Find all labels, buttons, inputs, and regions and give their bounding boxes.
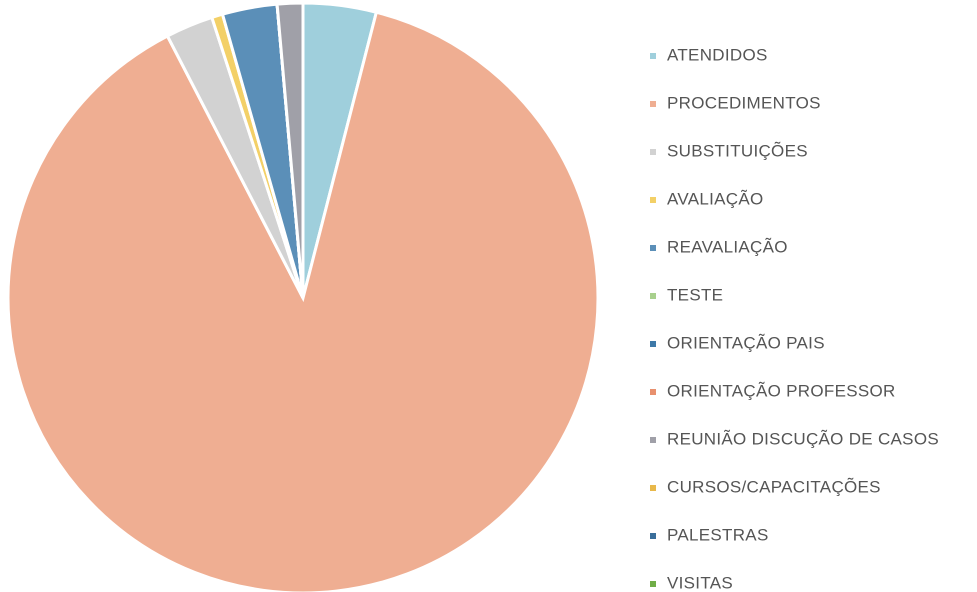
legend-marker [650, 293, 656, 299]
legend-label: PALESTRAS [667, 525, 769, 544]
legend-marker [650, 245, 656, 251]
legend-marker [650, 437, 656, 443]
legend-label: SUBSTITUIÇÕES [667, 141, 808, 160]
legend-label: PROCEDIMENTOS [667, 93, 821, 112]
legend-marker [650, 533, 656, 539]
pie-slice [6, 10, 600, 592]
legend-label: VISITAS [667, 573, 733, 592]
legend-marker [650, 197, 656, 203]
legend-marker [650, 149, 656, 155]
legend-label: ORIENTAÇÃO PROFESSOR [667, 381, 896, 400]
legend-marker [650, 389, 656, 395]
legend-marker [650, 53, 656, 59]
legend-label: REAVALIAÇÃO [667, 237, 788, 256]
legend-marker [650, 341, 656, 347]
legend-label: ATENDIDOS [667, 45, 768, 64]
legend-label: AVALIAÇÃO [667, 189, 764, 208]
legend-marker [650, 485, 656, 491]
legend-label: TESTE [667, 285, 723, 304]
legend-marker [650, 101, 656, 107]
legend-label: ORIENTAÇÃO PAIS [667, 333, 825, 352]
legend-label: REUNIÃO DISCUÇÃO DE CASOS [667, 429, 939, 448]
legend-label: CURSOS/CAPACITAÇÕES [667, 477, 881, 496]
legend-marker [650, 581, 656, 587]
